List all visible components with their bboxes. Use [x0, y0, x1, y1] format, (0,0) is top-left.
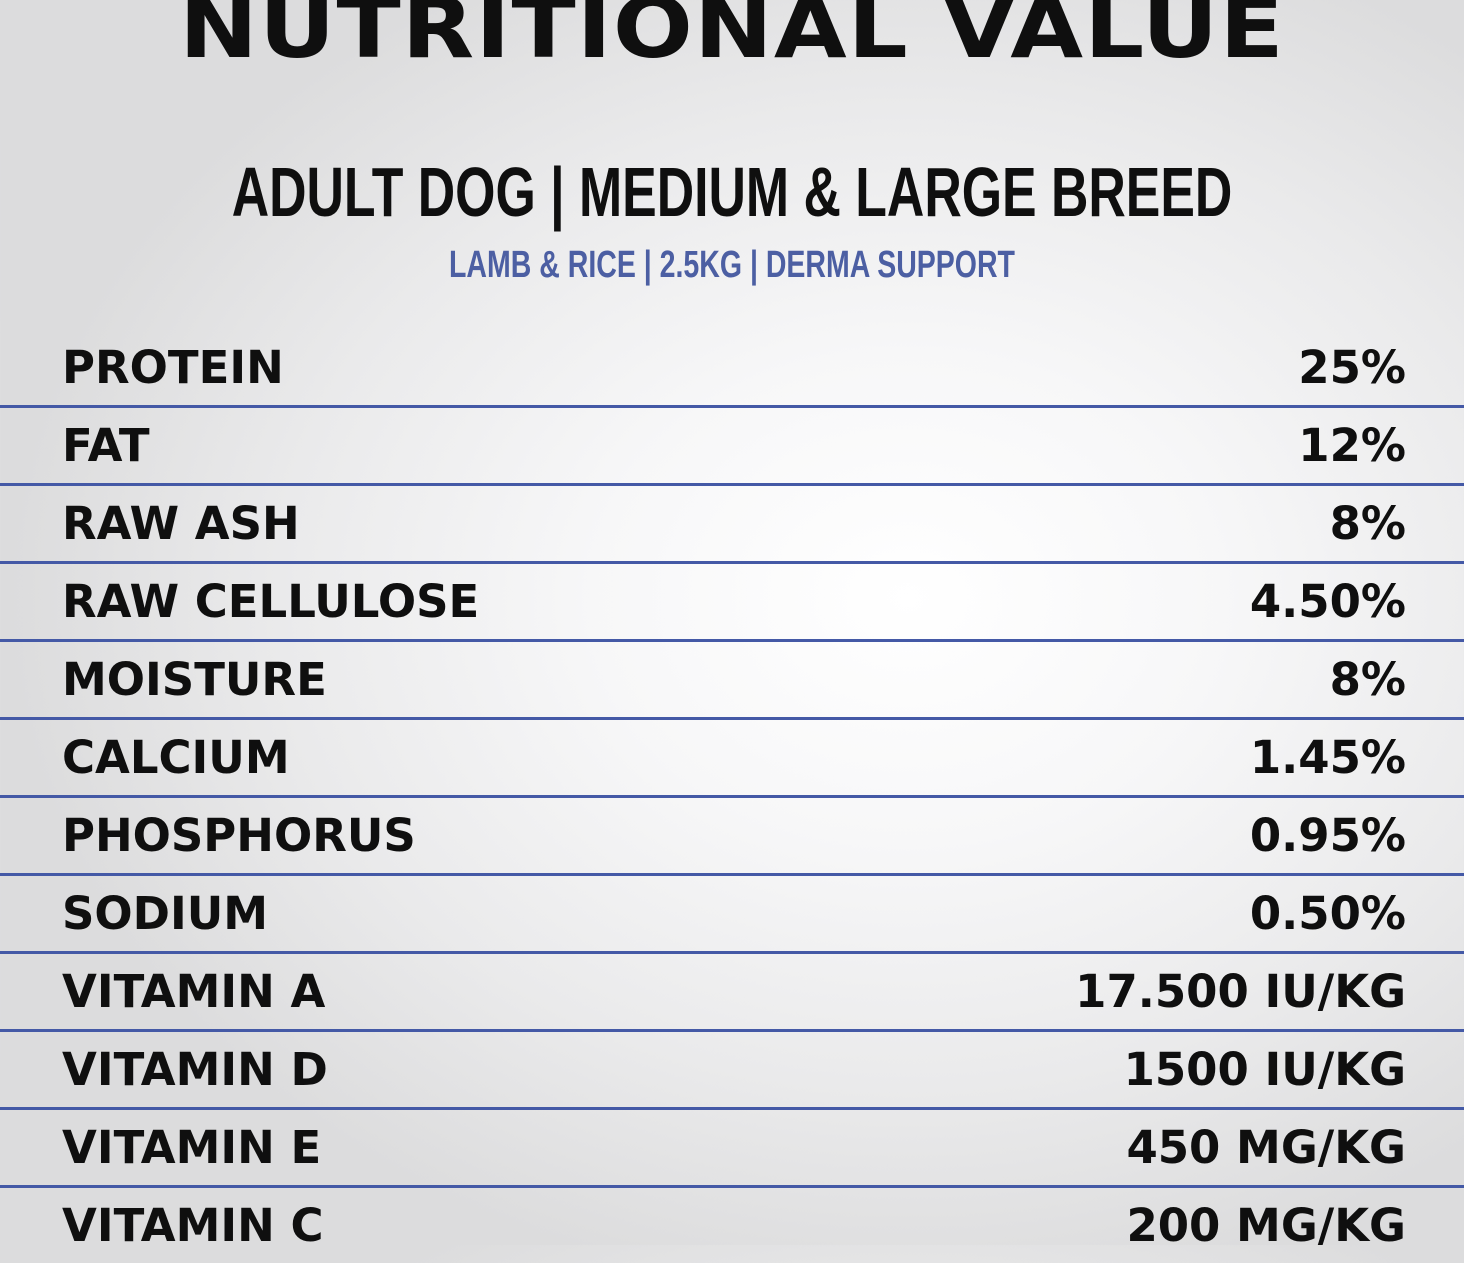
nutrient-value: 1500 IU/KG — [1123, 1043, 1406, 1096]
nutrient-row: PROTEIN 25% — [0, 330, 1464, 408]
nutrient-row: VITAMIN C 200 MG/KG — [0, 1188, 1464, 1263]
product-subtitle: ADULT DOG | MEDIUM & LARGE BREED — [231, 153, 1233, 231]
nutrient-value: 200 MG/KG — [1126, 1199, 1406, 1252]
nutrient-value: 0.50% — [1249, 887, 1406, 940]
nutrient-label: VITAMIN D — [62, 1043, 328, 1096]
nutrient-row: VITAMIN E 450 MG/KG — [0, 1110, 1464, 1188]
nutrient-label: FAT — [62, 419, 150, 472]
nutrient-label: SODIUM — [62, 887, 269, 940]
nutrient-label: RAW CELLULOSE — [62, 575, 480, 628]
nutrient-value: 1.45% — [1249, 731, 1406, 784]
nutrient-label: PROTEIN — [62, 341, 284, 394]
nutrient-value: 0.95% — [1249, 809, 1406, 862]
nutrient-value: 4.50% — [1249, 575, 1406, 628]
nutrient-value: 450 MG/KG — [1126, 1121, 1406, 1174]
page-title: NUTRITIONAL VALUE — [179, 0, 1285, 77]
nutrient-label: VITAMIN E — [62, 1121, 322, 1174]
nutrient-label: VITAMIN C — [62, 1199, 324, 1252]
nutrient-row: CALCIUM 1.45% — [0, 720, 1464, 798]
nutrient-row: MOISTURE 8% — [0, 642, 1464, 720]
nutrient-row: SODIUM 0.50% — [0, 876, 1464, 954]
nutrient-label: PHOSPHORUS — [62, 809, 416, 862]
nutrient-row: VITAMIN D 1500 IU/KG — [0, 1032, 1464, 1110]
nutrient-label: CALCIUM — [62, 731, 290, 784]
nutrient-label: VITAMIN A — [62, 965, 326, 1018]
nutrient-value: 12% — [1298, 419, 1406, 472]
nutrient-row: FAT 12% — [0, 408, 1464, 486]
nutrition-table: PROTEIN 25% FAT 12% RAW ASH 8% RAW CELLU… — [0, 330, 1464, 1263]
nutrient-value: 8% — [1329, 497, 1406, 550]
nutrient-label: RAW ASH — [62, 497, 300, 550]
product-variant-line: LAMB & RICE | 2.5KG | DERMA SUPPORT — [449, 244, 1015, 286]
nutrient-value: 25% — [1298, 341, 1406, 394]
nutrient-row: PHOSPHORUS 0.95% — [0, 798, 1464, 876]
nutrient-value: 8% — [1329, 653, 1406, 706]
nutrient-row: RAW CELLULOSE 4.50% — [0, 564, 1464, 642]
nutrient-label: MOISTURE — [62, 653, 327, 706]
nutrient-value: 17.500 IU/KG — [1075, 965, 1406, 1018]
nutrient-row: VITAMIN A 17.500 IU/KG — [0, 954, 1464, 1032]
nutrient-row: RAW ASH 8% — [0, 486, 1464, 564]
